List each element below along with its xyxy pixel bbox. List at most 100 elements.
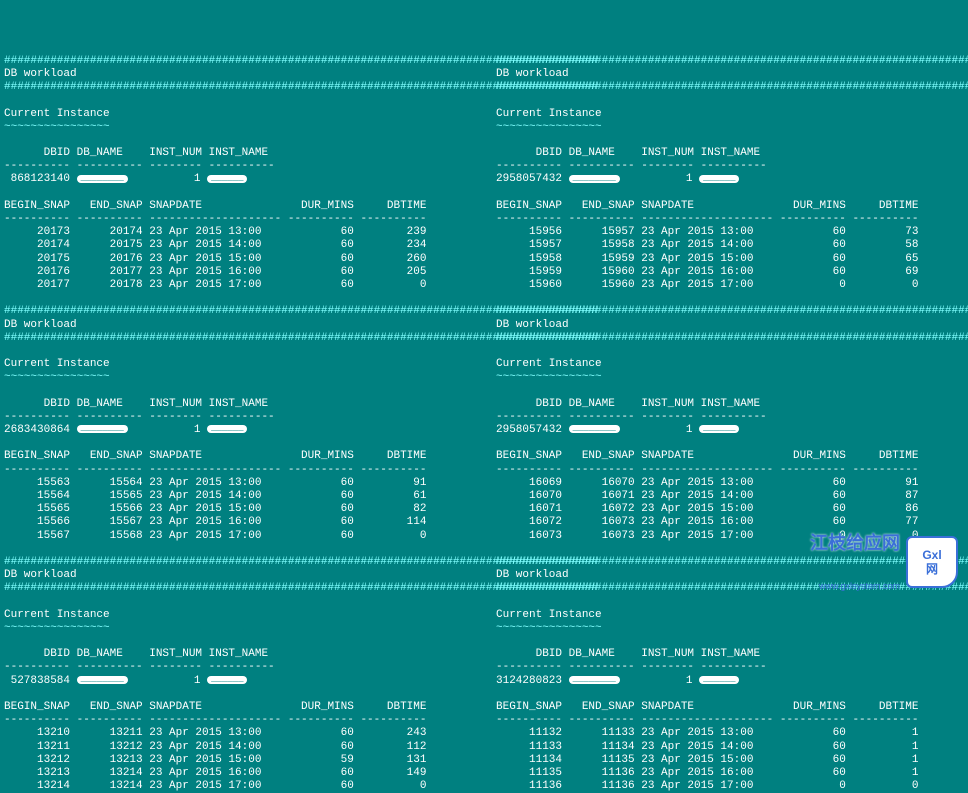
snap-row: 13210 13211 23 Apr 2015 13:00 60 243 xyxy=(4,727,426,739)
section-title: DB workload xyxy=(496,569,569,581)
snap-row: 20177 20178 23 Apr 2015 17:00 60 0 xyxy=(4,279,426,291)
instance-header: DBID DB_NAME INST_NUM INST_NAME xyxy=(496,147,760,159)
section-title: DB workload xyxy=(496,68,569,80)
tilde-line: ~~~~~~~~~~~~~~~~ xyxy=(4,371,110,383)
watermark-badge: Gxl 网 xyxy=(906,536,958,588)
snap-row: 11136 11136 23 Apr 2015 17:00 0 0 xyxy=(496,780,918,792)
db-name-redacted: ________ xyxy=(77,676,128,684)
tilde-line: ~~~~~~~~~~~~~~~~ xyxy=(496,121,602,133)
db-name-redacted: ________ xyxy=(77,175,128,183)
current-instance-label: Current Instance xyxy=(496,358,602,370)
inst-num: 1 xyxy=(128,424,207,436)
instance-row: 527838584 xyxy=(4,675,77,687)
snap-row: 13213 13214 23 Apr 2015 16:00 60 149 xyxy=(4,767,426,779)
snap-dash: ---------- ---------- ------------------… xyxy=(4,714,426,726)
current-instance-label: Current Instance xyxy=(496,609,602,621)
snap-row: 15959 15960 23 Apr 2015 16:00 60 69 xyxy=(496,266,918,278)
hash-line: ########################################… xyxy=(496,305,968,317)
instance-dash: ---------- ---------- -------- ---------… xyxy=(496,661,767,673)
snap-row: 15958 15959 23 Apr 2015 15:00 60 65 xyxy=(496,253,918,265)
snap-header: BEGIN_SNAP END_SNAP SNAPDATE DUR_MINS DB… xyxy=(4,450,426,462)
snap-row: 15566 15567 23 Apr 2015 16:00 60 114 xyxy=(4,516,426,528)
inst-num: 1 xyxy=(128,173,207,185)
db-name-redacted: ________ xyxy=(569,425,620,433)
snap-row: 15564 15565 23 Apr 2015 14:00 60 61 xyxy=(4,490,426,502)
snap-row: 15957 15958 23 Apr 2015 14:00 60 58 xyxy=(496,239,918,251)
snap-row: 16070 16071 23 Apr 2015 14:00 60 87 xyxy=(496,490,918,502)
inst-num: 1 xyxy=(620,173,699,185)
snap-row: 15567 15568 23 Apr 2015 17:00 60 0 xyxy=(4,530,426,542)
snap-row: 11132 11133 23 Apr 2015 13:00 60 1 xyxy=(496,727,918,739)
snap-header: BEGIN_SNAP END_SNAP SNAPDATE DUR_MINS DB… xyxy=(496,200,918,212)
instance-row: 2683430864 xyxy=(4,424,77,436)
inst-name-redacted: ______ xyxy=(699,676,739,684)
snap-header: BEGIN_SNAP END_SNAP SNAPDATE DUR_MINS DB… xyxy=(4,701,426,713)
hash-line: ########################################… xyxy=(496,55,968,67)
snap-row: 15565 15566 23 Apr 2015 15:00 60 82 xyxy=(4,503,426,515)
snap-row: 20174 20175 23 Apr 2015 14:00 60 234 xyxy=(4,239,426,251)
snap-row: 15960 15960 23 Apr 2015 17:00 0 0 xyxy=(496,279,918,291)
snap-header: BEGIN_SNAP END_SNAP SNAPDATE DUR_MINS DB… xyxy=(4,200,426,212)
watermark-badge-line2: 网 xyxy=(926,562,938,576)
instance-header: DBID DB_NAME INST_NUM INST_NAME xyxy=(4,398,268,410)
inst-name-redacted: ______ xyxy=(207,175,247,183)
snap-header: BEGIN_SNAP END_SNAP SNAPDATE DUR_MINS DB… xyxy=(496,450,918,462)
snap-dash: ---------- ---------- ------------------… xyxy=(4,464,426,476)
db-name-redacted: ________ xyxy=(77,425,128,433)
section-title: DB workload xyxy=(4,68,77,80)
instance-row: 868123140 xyxy=(4,173,77,185)
snap-row: 11133 11134 23 Apr 2015 14:00 60 1 xyxy=(496,741,918,753)
watermark: 江枝给应网 www.gxlsystem.com Gxl 网 xyxy=(810,506,958,618)
inst-name-redacted: ______ xyxy=(207,676,247,684)
instance-dash: ---------- ---------- -------- ---------… xyxy=(4,160,275,172)
instance-header: DBID DB_NAME INST_NUM INST_NAME xyxy=(4,648,268,660)
current-instance-label: Current Instance xyxy=(496,108,602,120)
snap-row: 13211 13212 23 Apr 2015 14:00 60 112 xyxy=(4,741,426,753)
instance-dash: ---------- ---------- -------- ---------… xyxy=(4,411,275,423)
snap-row: 13212 13213 23 Apr 2015 15:00 59 131 xyxy=(4,754,426,766)
section-title: DB workload xyxy=(4,569,77,581)
snap-dash: ---------- ---------- ------------------… xyxy=(496,213,918,225)
watermark-text: 江枝给应网 xyxy=(810,533,900,555)
instance-row: 3124280823 xyxy=(496,675,569,687)
snap-row: 11135 11136 23 Apr 2015 16:00 60 1 xyxy=(496,767,918,779)
watermark-url: www.gxlsystem.com xyxy=(810,581,900,592)
instance-header: DBID DB_NAME INST_NUM INST_NAME xyxy=(496,398,760,410)
current-instance-label: Current Instance xyxy=(4,108,110,120)
inst-name-redacted: ______ xyxy=(699,425,739,433)
current-instance-label: Current Instance xyxy=(4,609,110,621)
hash-line: ########################################… xyxy=(496,81,968,93)
snap-dash: ---------- ---------- ------------------… xyxy=(496,464,918,476)
current-instance-label: Current Instance xyxy=(4,358,110,370)
inst-name-redacted: ______ xyxy=(699,175,739,183)
snap-dash: ---------- ---------- ------------------… xyxy=(4,213,426,225)
instance-header: DBID DB_NAME INST_NUM INST_NAME xyxy=(4,147,268,159)
snap-row: 15563 15564 23 Apr 2015 13:00 60 91 xyxy=(4,477,426,489)
instance-dash: ---------- ---------- -------- ---------… xyxy=(496,411,767,423)
tilde-line: ~~~~~~~~~~~~~~~~ xyxy=(496,371,602,383)
snap-row: 13214 13214 23 Apr 2015 17:00 60 0 xyxy=(4,780,426,792)
inst-num: 1 xyxy=(620,424,699,436)
left-column: ########################################… xyxy=(0,53,492,677)
snap-row: 20175 20176 23 Apr 2015 15:00 60 260 xyxy=(4,253,426,265)
db-name-redacted: ________ xyxy=(569,676,620,684)
inst-name-redacted: ______ xyxy=(207,425,247,433)
section-title: DB workload xyxy=(4,319,77,331)
tilde-line: ~~~~~~~~~~~~~~~~ xyxy=(4,121,110,133)
snap-row: 11134 11135 23 Apr 2015 15:00 60 1 xyxy=(496,754,918,766)
section-title: DB workload xyxy=(496,319,569,331)
snap-row: 15956 15957 23 Apr 2015 13:00 60 73 xyxy=(496,226,918,238)
instance-row: 2958057432 xyxy=(496,173,569,185)
snap-row: 20176 20177 23 Apr 2015 16:00 60 205 xyxy=(4,266,426,278)
snap-row: 16069 16070 23 Apr 2015 13:00 60 91 xyxy=(496,477,918,489)
inst-num: 1 xyxy=(128,675,207,687)
snap-header: BEGIN_SNAP END_SNAP SNAPDATE DUR_MINS DB… xyxy=(496,701,918,713)
instance-dash: ---------- ---------- -------- ---------… xyxy=(496,160,767,172)
watermark-badge-line1: Gxl xyxy=(922,548,941,562)
instance-header: DBID DB_NAME INST_NUM INST_NAME xyxy=(496,648,760,660)
snap-dash: ---------- ---------- ------------------… xyxy=(496,714,918,726)
hash-line: ########################################… xyxy=(496,332,968,344)
snap-row: 20173 20174 23 Apr 2015 13:00 60 239 xyxy=(4,226,426,238)
instance-dash: ---------- ---------- -------- ---------… xyxy=(4,661,275,673)
inst-num: 1 xyxy=(620,675,699,687)
